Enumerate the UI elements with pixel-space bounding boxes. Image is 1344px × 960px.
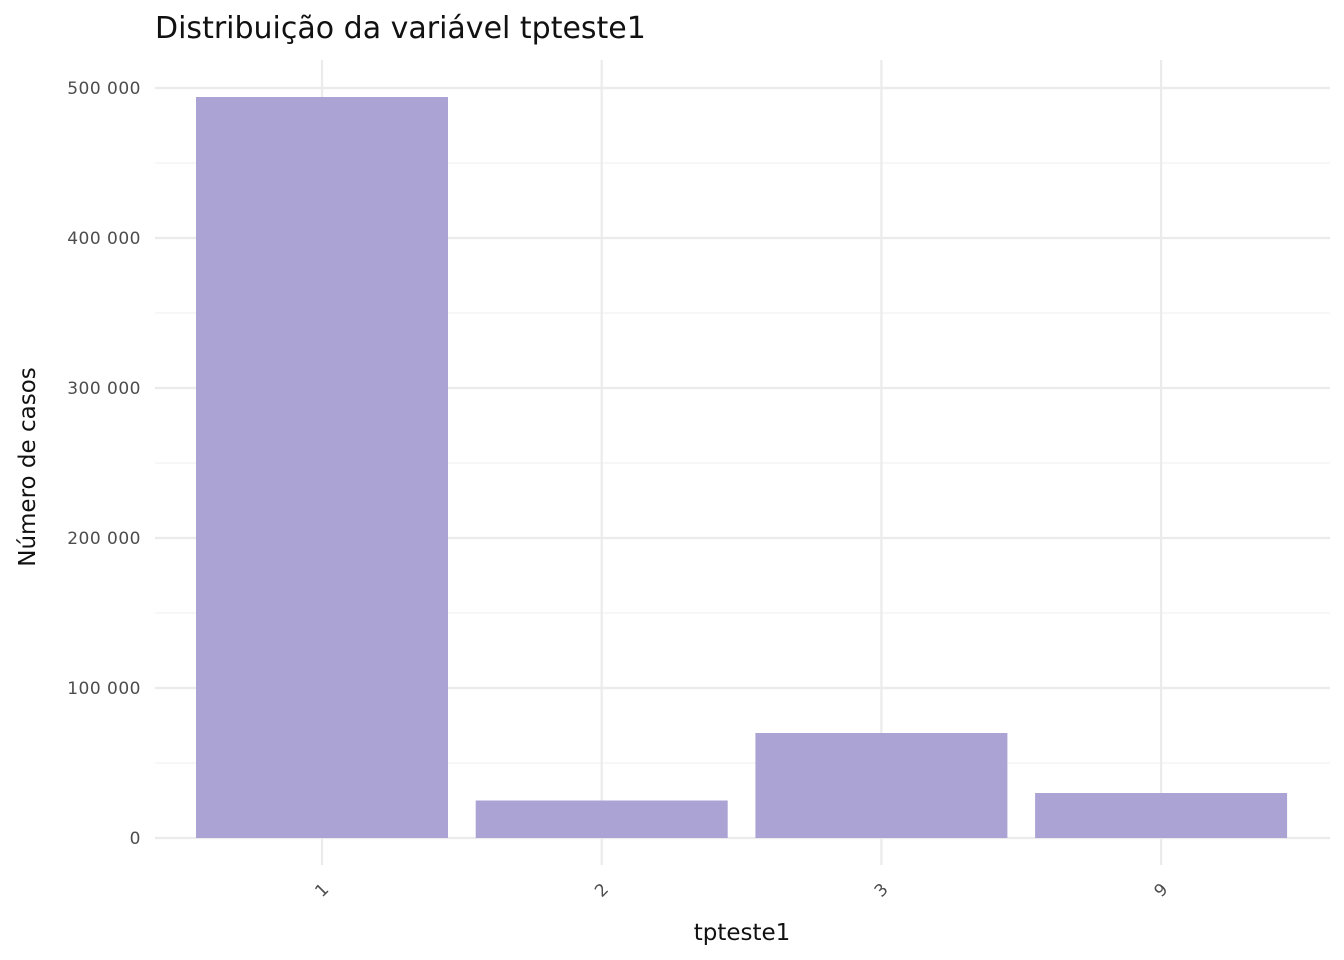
y-axis-title: Número de casos	[15, 367, 41, 567]
y-tick-label: 500 000	[67, 79, 141, 99]
bar-2	[475, 800, 728, 838]
x-tick-label: 2	[591, 879, 613, 901]
y-tick-label: 100 000	[67, 679, 141, 699]
y-axis-ticks: 0 100 000 200 000 300 000 400 000 500 000	[67, 79, 141, 849]
y-tick-label: 400 000	[67, 229, 141, 249]
bars	[196, 97, 1288, 838]
x-axis-ticks: 1 2 3 9	[311, 879, 1172, 901]
y-tick-label: 200 000	[67, 529, 141, 549]
bar-3	[755, 733, 1008, 838]
bar-9	[1035, 793, 1288, 838]
y-tick-label: 300 000	[67, 379, 141, 399]
y-tick-label: 0	[130, 829, 141, 849]
bar-1	[196, 97, 448, 838]
x-axis-title: tpteste1	[694, 920, 791, 946]
x-tick-label: 3	[871, 879, 893, 901]
x-tick-label: 9	[1150, 879, 1172, 901]
x-tick-label: 1	[311, 879, 333, 901]
chart-title: Distribuição da variável tpteste1	[155, 11, 646, 46]
